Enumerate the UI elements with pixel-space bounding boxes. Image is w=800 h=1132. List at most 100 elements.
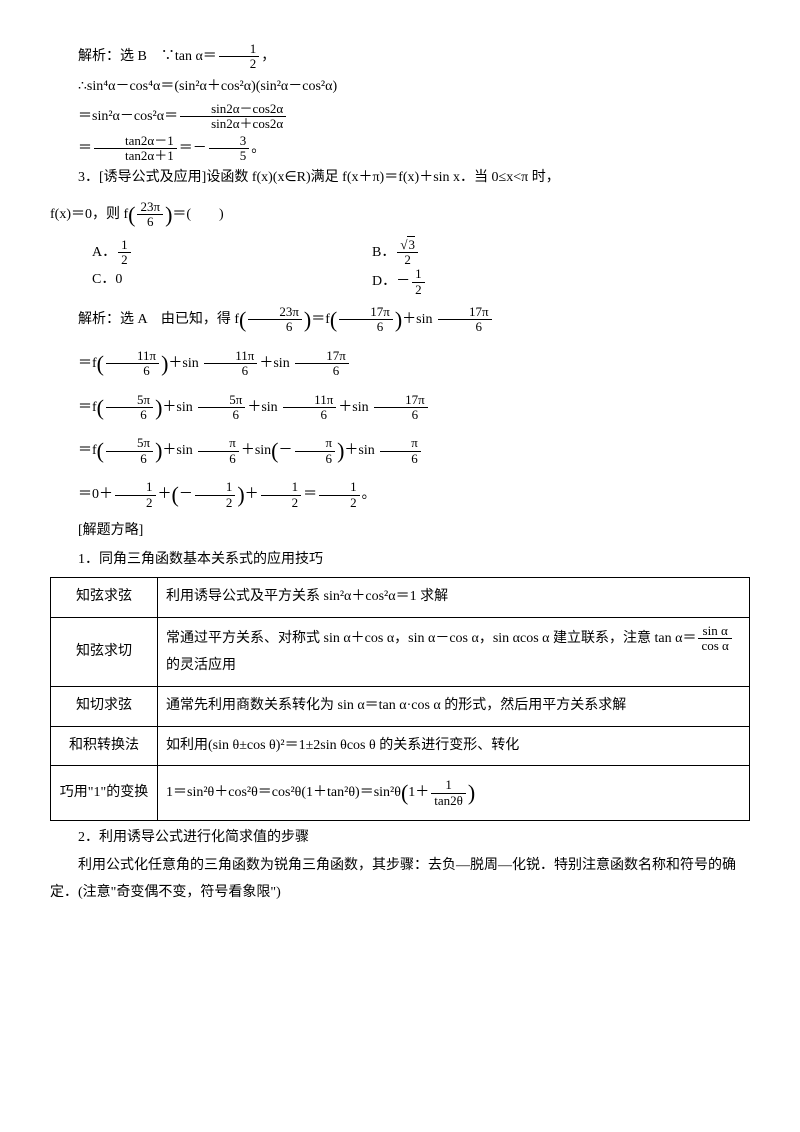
text: ＝f xyxy=(78,443,97,458)
frac: 5π6 xyxy=(106,393,153,423)
frac: 12 xyxy=(261,480,302,510)
lparen: ( xyxy=(271,438,278,463)
fraction-b: √32 xyxy=(397,238,418,268)
text: ＋sin xyxy=(168,356,202,371)
fraction-d: 12 xyxy=(412,267,425,297)
options-row-1: A．12 B．√32 xyxy=(92,238,750,268)
analysis-line-1: 解析：选 B ∵tan α＝12， xyxy=(50,42,750,72)
option-a: A．12 xyxy=(92,238,372,268)
text: ＋sin xyxy=(344,443,378,458)
text: ＝ xyxy=(78,141,92,156)
neg: － xyxy=(179,487,193,502)
text: ＝sin²α－cos²α＝ xyxy=(78,109,178,124)
text: 解析：选 B ∵tan α＝ xyxy=(78,49,217,64)
text: 1＝sin²θ＋cos²θ＝cos²θ(1＋tan²θ)＝sin²θ xyxy=(166,785,401,800)
text: 解析：选 A 由已知，得 f xyxy=(78,312,239,327)
formula-line-2: ＝sin²α－cos²α＝sin2α－cos2αsin2α＋cos2α xyxy=(50,102,750,132)
frac: π6 xyxy=(380,436,421,466)
frac: 23π6 xyxy=(248,305,302,335)
frac: 1tan2θ xyxy=(431,778,466,808)
text: ＋sin xyxy=(162,400,196,415)
solution-line-1: 解析：选 A 由已知，得 f(23π6)＝f(17π6)＋sin 17π6 xyxy=(50,299,750,341)
question-3: 3．[诱导公式及应用]设函数 f(x)(x∈R)满足 f(x＋π)＝f(x)＋s… xyxy=(50,165,750,192)
row-content: 利用诱导公式及平方关系 sin²α＋cos²α＝1 求解 xyxy=(158,578,750,618)
formula-line-1: ∴sin⁴α－cos⁴α＝(sin²α＋cos²α)(sin²α－cos²α) xyxy=(50,74,750,101)
frac: 17π6 xyxy=(339,305,393,335)
text: 1．同角三角函数基本关系式的应用技巧 xyxy=(78,552,323,567)
text: ＋ xyxy=(158,487,172,502)
method-title: [解题方略] xyxy=(50,518,750,545)
text: ∴sin⁴α－cos⁴α＝(sin²α＋cos²α)(sin²α－cos²α) xyxy=(78,79,337,94)
lparen: ( xyxy=(97,351,104,376)
text: ＝( ) xyxy=(172,207,223,222)
text: ＋sin xyxy=(162,443,196,458)
text: f(x)＝0，则 f xyxy=(50,207,128,222)
section-2-title: 2．利用诱导公式进行化简求值的步骤 xyxy=(50,825,750,852)
solution-line-4: ＝f(5π6)＋sin π6＋sin(－π6)＋sin π6 xyxy=(50,430,750,472)
question-3b: f(x)＝0，则 f(23π6)＝( ) xyxy=(50,194,750,236)
frac: 17π6 xyxy=(438,305,492,335)
solution-line-2: ＝f(11π6)＋sin 11π6＋sin 17π6 xyxy=(50,343,750,385)
table-row: 知弦求切 常通过平方关系、对称式 sin α＋cos α，sin α－cos α… xyxy=(51,617,750,686)
section-2-paragraph: 利用公式化任意角的三角函数为锐角三角函数，其步骤：去负—脱周—化锐．特别注意函数… xyxy=(50,853,750,906)
option-c: C．0 xyxy=(92,267,372,297)
text: 利用公式化任意角的三角函数为锐角三角函数，其步骤：去负—脱周—化锐．特别注意函数… xyxy=(50,858,736,900)
frac: 12 xyxy=(319,480,360,510)
text: ＝f xyxy=(78,400,97,415)
frac: 12 xyxy=(195,480,236,510)
rparen: ) xyxy=(237,482,244,507)
formula-line-3: ＝tan2α－1tan2α＋1＝－35。 xyxy=(50,134,750,164)
text: 。 xyxy=(362,487,376,502)
fraction-23pi-6: 23π6 xyxy=(137,200,163,230)
text: ＋sin xyxy=(247,400,281,415)
text: ＋sin xyxy=(402,312,436,327)
table-row: 知切求弦 通常先利用商数关系转化为 sin α＝tan α·cos α 的形式，… xyxy=(51,686,750,726)
label: A． xyxy=(92,245,116,260)
fraction-sincos: sin2α－cos2αsin2α＋cos2α xyxy=(180,102,286,132)
text: ＋sin xyxy=(241,443,271,458)
lparen: ( xyxy=(128,202,135,227)
fraction-3-5: 35 xyxy=(209,134,250,164)
lparen: ( xyxy=(97,438,104,463)
text: ＝f xyxy=(78,356,97,371)
one-plus: 1＋ xyxy=(408,785,429,800)
row-label: 巧用"1"的变换 xyxy=(51,766,158,821)
frac: 5π6 xyxy=(198,393,245,423)
solution-line-5: ＝0＋12＋(－12)＋12＝12。 xyxy=(50,474,750,516)
fraction-1-2: 12 xyxy=(219,42,260,72)
text: 3．[诱导公式及应用]设函数 f(x)(x∈R)满足 f(x＋π)＝f(x)＋s… xyxy=(78,170,560,185)
technique-table: 知弦求弦 利用诱导公式及平方关系 sin²α＋cos²α＝1 求解 知弦求切 常… xyxy=(50,577,750,821)
table-row: 和积转换法 如利用(sin θ±cos θ)²＝1±2sin θcos θ 的关… xyxy=(51,726,750,766)
text: ＝0＋ xyxy=(78,487,113,502)
frac: 17π6 xyxy=(374,393,428,423)
text: 。 xyxy=(251,141,265,156)
text: ＋sin xyxy=(259,356,293,371)
frac: 5π6 xyxy=(106,436,153,466)
frac: π6 xyxy=(198,436,239,466)
option-b: B．√32 xyxy=(372,238,652,268)
row-content: 如利用(sin θ±cos θ)²＝1±2sin θcos θ 的关系进行变形、… xyxy=(158,726,750,766)
option-d: D．－12 xyxy=(372,267,652,297)
lparen: ( xyxy=(172,482,179,507)
text: ＝f xyxy=(311,312,330,327)
label: C．0 xyxy=(92,272,122,287)
label: D．－ xyxy=(372,274,410,289)
row-label: 知弦求切 xyxy=(51,617,158,686)
row-content: 通常先利用商数关系转化为 sin α＝tan α·cos α 的形式，然后用平方… xyxy=(158,686,750,726)
text: ＝ xyxy=(303,487,317,502)
frac: 11π6 xyxy=(283,393,336,423)
frac: 12 xyxy=(115,480,156,510)
frac: 11π6 xyxy=(106,349,159,379)
frac: sin αcos α xyxy=(698,624,731,654)
rparen: ) xyxy=(468,780,475,805)
text: [解题方略] xyxy=(78,523,143,538)
lparen: ( xyxy=(330,307,337,332)
text: 常通过平方关系、对称式 sin α＋cos α，sin α－cos α，sin … xyxy=(166,631,696,646)
label: B． xyxy=(372,245,395,260)
table-row: 知弦求弦 利用诱导公式及平方关系 sin²α＋cos²α＝1 求解 xyxy=(51,578,750,618)
text: ， xyxy=(261,49,275,64)
fraction-a: 12 xyxy=(118,238,131,268)
frac: 11π6 xyxy=(204,349,257,379)
row-label: 知切求弦 xyxy=(51,686,158,726)
text: 的灵活应用 xyxy=(166,658,236,673)
